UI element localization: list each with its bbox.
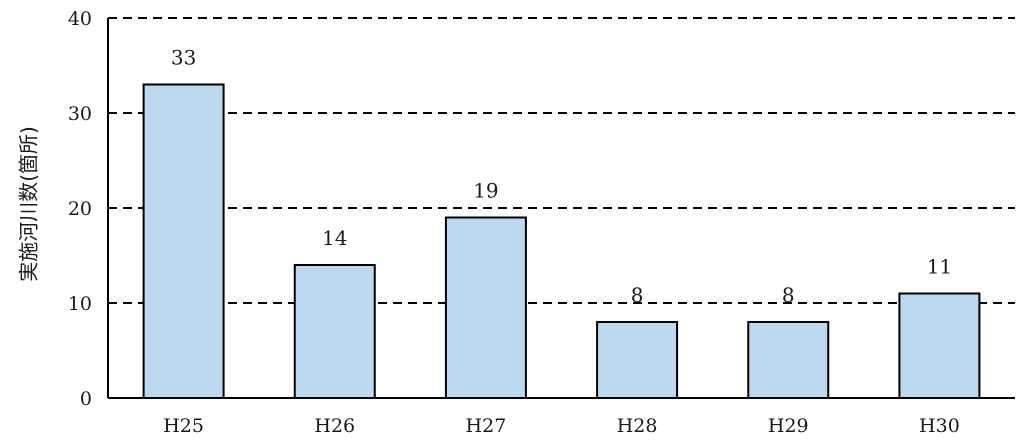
y-axis-title: 実施河川数(箇所) bbox=[17, 126, 41, 282]
data-labels: 33 14 19 8 8 11 bbox=[171, 46, 952, 308]
bar-H25 bbox=[142, 83, 225, 399]
bars bbox=[142, 83, 981, 399]
axes bbox=[107, 18, 1015, 399]
y-tick-label: 0 bbox=[80, 388, 92, 410]
bar-H30 bbox=[898, 292, 981, 399]
bar-H28 bbox=[596, 321, 679, 399]
y-tick-label: 40 bbox=[68, 8, 92, 30]
y-tick-label: 10 bbox=[68, 293, 92, 315]
data-label: 33 bbox=[171, 46, 196, 70]
x-tick-label: H30 bbox=[919, 415, 960, 437]
x-tick-label: H26 bbox=[314, 415, 355, 437]
data-label: 19 bbox=[473, 179, 498, 203]
x-tick-label: H29 bbox=[768, 415, 809, 437]
data-label: 8 bbox=[782, 283, 795, 307]
bar-H26 bbox=[293, 264, 376, 399]
data-label: 11 bbox=[927, 255, 952, 279]
y-tick-labels: 0 10 20 30 40 bbox=[68, 8, 92, 410]
bar-H29 bbox=[747, 321, 830, 399]
x-tick-labels: H25 H26 H27 H28 H29 H30 bbox=[163, 415, 960, 437]
data-label: 8 bbox=[631, 283, 644, 307]
x-tick-label: H28 bbox=[617, 415, 658, 437]
x-tick-label: H25 bbox=[163, 415, 204, 437]
x-tick-label: H27 bbox=[466, 415, 507, 437]
y-tick-label: 30 bbox=[68, 103, 92, 125]
gridlines bbox=[108, 17, 1015, 304]
data-label: 14 bbox=[322, 226, 347, 250]
bar-H27 bbox=[444, 216, 527, 399]
y-tick-label: 20 bbox=[68, 198, 92, 220]
